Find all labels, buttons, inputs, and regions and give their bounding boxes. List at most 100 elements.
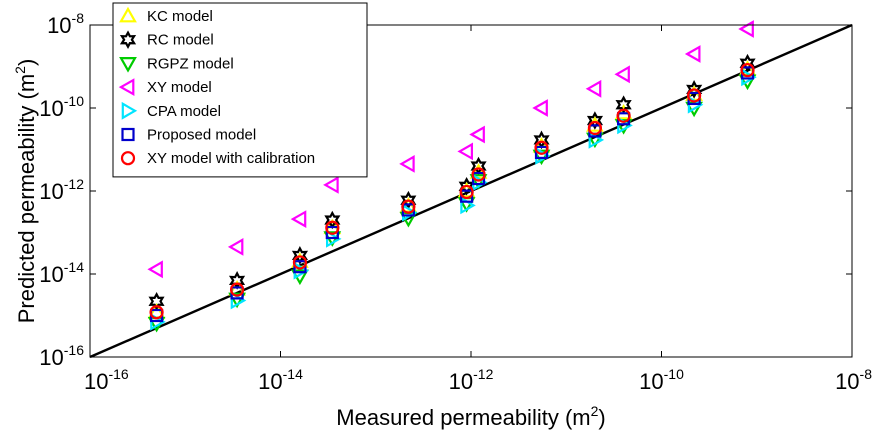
data-point — [586, 111, 604, 130]
legend-label: CPA model — [147, 103, 221, 120]
data-point-shape — [532, 99, 548, 117]
data-point-shape — [147, 260, 163, 279]
data-point — [685, 101, 703, 118]
data-point — [149, 305, 164, 320]
data-point — [615, 95, 632, 115]
data-point — [227, 238, 244, 256]
data-point-shape — [457, 142, 473, 161]
legend-entry: XY model with calibration — [120, 150, 315, 167]
data-point — [230, 291, 247, 310]
data-point — [469, 125, 485, 144]
y-tick-label: 10-14 — [39, 259, 84, 287]
data-point-shape — [687, 88, 702, 103]
data-point-shape — [684, 45, 701, 63]
data-point — [148, 291, 165, 311]
data-point-shape — [685, 101, 703, 118]
legend-box — [112, 2, 368, 178]
legend-marker-shape — [119, 56, 137, 73]
data-point — [614, 65, 630, 84]
data-point-shape — [587, 120, 603, 136]
data-point-shape — [325, 220, 340, 235]
legend-marker — [118, 78, 135, 96]
axis-ticks-layer: 10-16 10-14 10-12 10-10 10-8 10-16 10-14 10-12 1… — [39, 10, 872, 394]
legend-entry: RGPZ model — [119, 55, 234, 73]
data-point — [229, 282, 245, 297]
data-point — [401, 199, 416, 214]
data-point-shape — [459, 184, 474, 200]
x-tick-label: 10-14 — [258, 366, 303, 394]
data-point-shape — [399, 155, 415, 173]
data-point — [532, 99, 548, 117]
data-point — [399, 155, 415, 173]
data-point-shape — [534, 140, 549, 155]
data-point — [325, 225, 339, 240]
data-point-shape — [615, 95, 632, 115]
y-tick-label: 10-16 — [39, 342, 84, 370]
legend-entry: KC model — [119, 6, 213, 25]
data-point-shape — [534, 145, 549, 160]
x-tick-label: 10-10 — [639, 366, 684, 394]
series-6 — [149, 62, 755, 320]
legend-label: XY model with calibration — [147, 150, 315, 167]
data-point-shape — [227, 238, 244, 256]
data-point-shape — [686, 80, 703, 99]
series-3 — [147, 20, 754, 279]
legend: KC model RC model RGPZ model XY model CPA mo… — [112, 2, 368, 178]
legend-entry: RC model — [119, 30, 214, 50]
data-point-shape — [229, 282, 245, 297]
data-point-shape — [469, 125, 485, 144]
legend-marker — [119, 56, 137, 73]
legend-marker-shape — [121, 101, 138, 120]
x-tick-label: 10-12 — [449, 366, 494, 394]
data-point-shape — [740, 62, 755, 78]
legend-entry: CPA model — [121, 101, 221, 120]
legend-marker — [120, 151, 136, 166]
data-point — [740, 62, 755, 78]
data-point — [292, 255, 308, 270]
data-point — [616, 108, 631, 123]
data-point-shape — [739, 53, 756, 73]
data-point — [325, 220, 340, 235]
data-point — [323, 176, 339, 194]
data-point — [290, 210, 307, 228]
legend-marker — [121, 127, 135, 142]
legend-label: KC model — [147, 8, 213, 25]
data-point-shape — [323, 176, 339, 194]
data-point — [457, 142, 473, 161]
data-point — [459, 184, 474, 200]
data-point — [585, 79, 602, 98]
data-points-layer — [147, 20, 757, 333]
data-point — [147, 260, 163, 279]
legend-marker — [121, 101, 138, 120]
legend-label: Proposed model — [147, 127, 256, 144]
data-point — [534, 140, 549, 155]
data-point-shape — [586, 111, 604, 130]
legend-label: XY model — [147, 79, 212, 96]
y-axis-title: Predicted permeability (m2) — [12, 59, 39, 324]
y-tick-label: 10-12 — [39, 176, 84, 204]
data-point-shape — [291, 246, 309, 265]
data-point-shape — [149, 305, 164, 320]
legend-entry: Proposed model — [121, 127, 256, 144]
data-point — [684, 45, 701, 63]
data-point — [534, 145, 549, 160]
data-point-shape — [290, 210, 307, 228]
x-axis-title: Measured permeability (m2) — [336, 403, 605, 430]
legend-marker-shape — [118, 78, 135, 96]
legend-marker — [119, 30, 137, 50]
data-point — [291, 246, 309, 265]
data-point-shape — [585, 79, 602, 98]
data-point — [228, 292, 246, 309]
data-point-shape — [471, 167, 486, 182]
legend-marker-shape — [120, 151, 136, 166]
data-point — [400, 190, 417, 210]
data-point — [739, 53, 756, 73]
legend-entry: XY model — [118, 78, 212, 96]
data-point-shape — [325, 225, 339, 240]
data-point-shape — [401, 199, 416, 214]
data-point — [587, 120, 603, 136]
x-tick-label: 10-8 — [835, 366, 872, 394]
y-tick-label: 10-8 — [47, 10, 84, 38]
y-tick-label: 10-10 — [39, 93, 84, 121]
